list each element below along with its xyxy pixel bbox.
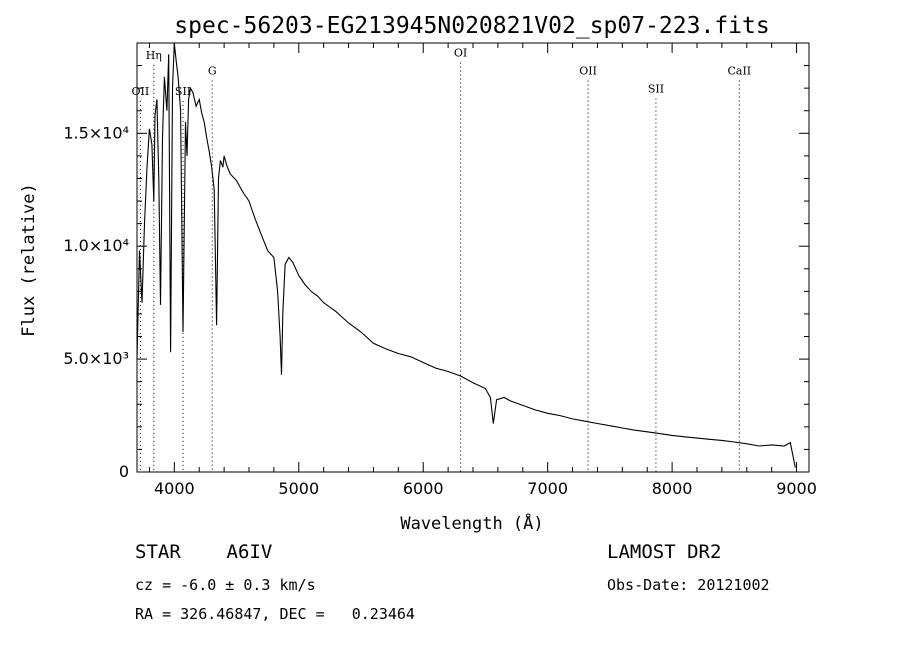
observation-date: Obs-Date: 20121002 [607,576,770,594]
chart-title: spec-56203-EG213945N020821V02_sp07-223.f… [174,13,769,39]
y-axis-label: Flux (relative) [19,183,39,337]
spectral-line-label: Hη [146,49,162,62]
spectral-line-label: OII [132,85,150,98]
y-tick-label: 1.5×10⁴ [63,123,129,142]
spectral-line-label: SII [648,83,664,96]
ra-dec: RA = 326.46847, DEC = 0.23464 [135,605,415,623]
x-tick-label: 6000 [403,479,444,498]
y-tick-label: 5.0×10³ [63,349,129,368]
x-tick-label: 8000 [652,479,693,498]
x-tick-label: 4000 [154,479,195,498]
x-tick-label: 7000 [527,479,568,498]
survey-name: LAMOST DR2 [607,541,722,563]
redshift-cz: cz = -6.0 ± 0.3 km/s [135,576,316,594]
y-tick-label: 0 [119,462,129,481]
axes: 4000 5000 6000 7000 8000 9000 0 5.0×10³ 1.0×10⁴ 1… [63,42,817,498]
x-tick-label: 5000 [278,479,319,498]
spectral-line-label: OII [579,65,597,78]
object-class: STAR A6IV [135,541,273,563]
spectral-line-label: OI [454,47,467,60]
spectral-line-label: G [208,65,217,78]
x-axis-label: Wavelength (Å) [400,512,543,534]
spectrum-line [136,42,796,468]
x-tick-label: 9000 [776,479,817,498]
plot-area [136,42,796,468]
spectral-line-label: CaII [727,65,751,78]
plot-frame [136,42,810,473]
y-tick-label: 1.0×10⁴ [63,236,129,255]
